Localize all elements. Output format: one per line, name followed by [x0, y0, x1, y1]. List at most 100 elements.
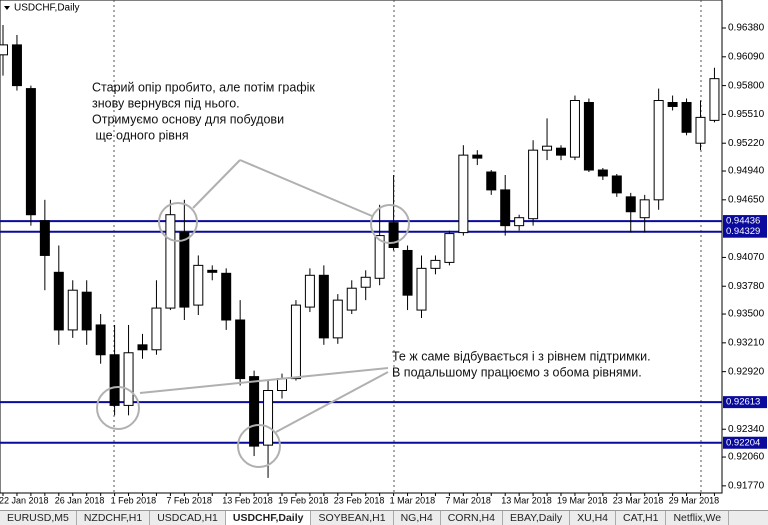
tab[interactable]: NZDCHF,H1 [77, 511, 151, 525]
x-tick-label: 26 Jan 2018 [55, 495, 105, 505]
candle-body [388, 222, 399, 248]
candle-body [611, 175, 622, 194]
tab[interactable]: CAT,H1 [616, 511, 667, 525]
candle-body [556, 147, 566, 156]
candle-body [597, 169, 608, 177]
candle-body [430, 259, 441, 269]
candle-body [0, 44, 8, 56]
candle-body [39, 220, 50, 256]
candle-body [472, 154, 483, 159]
chart-title: USDCHF,Daily [14, 3, 80, 14]
highlight-circle [158, 202, 198, 242]
annotation: Те ж саме відбувається і з рівнем підтри… [392, 349, 651, 379]
tab[interactable]: CORN,H4 [441, 511, 503, 525]
y-tick-label: 0.96380 [728, 23, 765, 34]
tab[interactable]: USDCAD,H1 [150, 511, 226, 525]
x-tick-label: 19 Mar 2018 [557, 495, 608, 505]
candle-body [235, 319, 246, 380]
candle-body [695, 116, 706, 144]
candle-body [290, 304, 301, 380]
highlight-circle [96, 386, 140, 430]
level-label-box [723, 396, 767, 409]
x-tick-label: 22 Jan 2018 [0, 495, 49, 505]
candle-body [709, 78, 720, 121]
y-tick-label: 0.96090 [728, 51, 765, 62]
level-label: 0.92204 [726, 437, 760, 448]
level-label-box [723, 215, 767, 228]
candle-body [402, 249, 413, 296]
tab[interactable]: SOYBEAN,H1 [311, 511, 394, 525]
annotation-line: В подальшому працюємо з обома рівнями. [392, 365, 642, 379]
tab-bar: EURUSD,M5 NZDCHF,H1 USDCAD,H1 USDCHF,Daily S… [0, 510, 768, 525]
tab[interactable]: NG,H4 [394, 511, 441, 525]
candle-body [583, 101, 594, 171]
candle-body [109, 354, 120, 406]
tab[interactable]: EBAY,Daily [503, 511, 571, 525]
y-tick-label: 0.93500 [728, 309, 765, 320]
candle-body [81, 291, 92, 331]
candle-body [67, 289, 78, 331]
connector [192, 159, 241, 209]
y-tick-label: 0.92060 [728, 452, 765, 463]
candle-body [346, 287, 357, 311]
candle-body [542, 145, 553, 151]
x-tick-label: 1 Mar 2018 [390, 495, 436, 505]
candle-body [374, 235, 385, 279]
y-tick-label: 0.95510 [728, 109, 765, 120]
y-tick-label: 0.94940 [728, 166, 765, 177]
tab[interactable]: USDCHF,Daily [225, 511, 312, 525]
candle-body [263, 390, 274, 446]
candle-body [332, 299, 343, 339]
candle-body [249, 376, 260, 447]
y-tick-label: 0.94070 [728, 252, 765, 263]
candle-body [569, 100, 580, 158]
y-tick-label: 0.93780 [728, 281, 765, 292]
annotation: Старий опір пробито, але потім графік зно… [92, 80, 315, 142]
candle-body [416, 267, 427, 311]
candle-body [25, 88, 36, 216]
plot-frame [0, 0, 723, 494]
y-tick-label: 0.93210 [728, 337, 765, 348]
connector [139, 367, 389, 394]
x-tick-label: 29 Mar 2018 [669, 495, 720, 505]
candle-body [221, 272, 232, 321]
tab[interactable]: Netflix,We [666, 511, 730, 525]
y-tick-label: 0.92920 [728, 366, 765, 377]
connector [275, 371, 389, 433]
candle-body [304, 274, 315, 308]
annotation-line: Старий опір пробито, але потім графік [92, 80, 315, 94]
menu-arrow [4, 6, 10, 10]
annotation-line: Те ж саме відбувається і з рівнем підтри… [392, 349, 651, 363]
candle-body [444, 233, 455, 263]
candle-body [360, 276, 371, 288]
highlight-circle [370, 204, 410, 244]
chart-header: USDCHF,Daily [4, 3, 80, 14]
annotation-line: Отримуємо основу для побудови [92, 112, 284, 126]
candle-body [681, 101, 692, 133]
x-tick-label: 23 Mar 2018 [613, 495, 664, 505]
candle-body [137, 344, 148, 351]
candle-body [165, 214, 176, 309]
candle-body [277, 378, 287, 392]
level-label: 0.92613 [726, 397, 760, 408]
tab[interactable]: EURUSD,M5 [0, 511, 77, 525]
candle-body [193, 264, 204, 306]
candle-body [95, 324, 106, 356]
chart: 0.96380 0.96090 0.95800 0.95510 0.95220 0.949… [0, 0, 767, 505]
candle-body [528, 149, 539, 220]
annotation-shapes [96, 159, 410, 468]
x-tick-label: 7 Feb 2018 [166, 495, 212, 505]
annotation-line: знову вернувся під нього. [92, 96, 240, 110]
candle-body [207, 269, 218, 273]
candle-body [11, 44, 22, 87]
tab[interactable]: XU,H4 [570, 511, 617, 525]
y-tick-label: 0.95220 [728, 138, 765, 149]
candle-body [500, 189, 511, 227]
candle-body [653, 100, 664, 201]
x-tick-label: 13 Feb 2018 [222, 495, 273, 505]
candle-body [318, 274, 329, 339]
level-label-box [723, 436, 767, 449]
level-label: 0.94436 [726, 216, 760, 227]
candle-body [151, 307, 162, 351]
x-tick-label: 7 Mar 2018 [445, 495, 491, 505]
